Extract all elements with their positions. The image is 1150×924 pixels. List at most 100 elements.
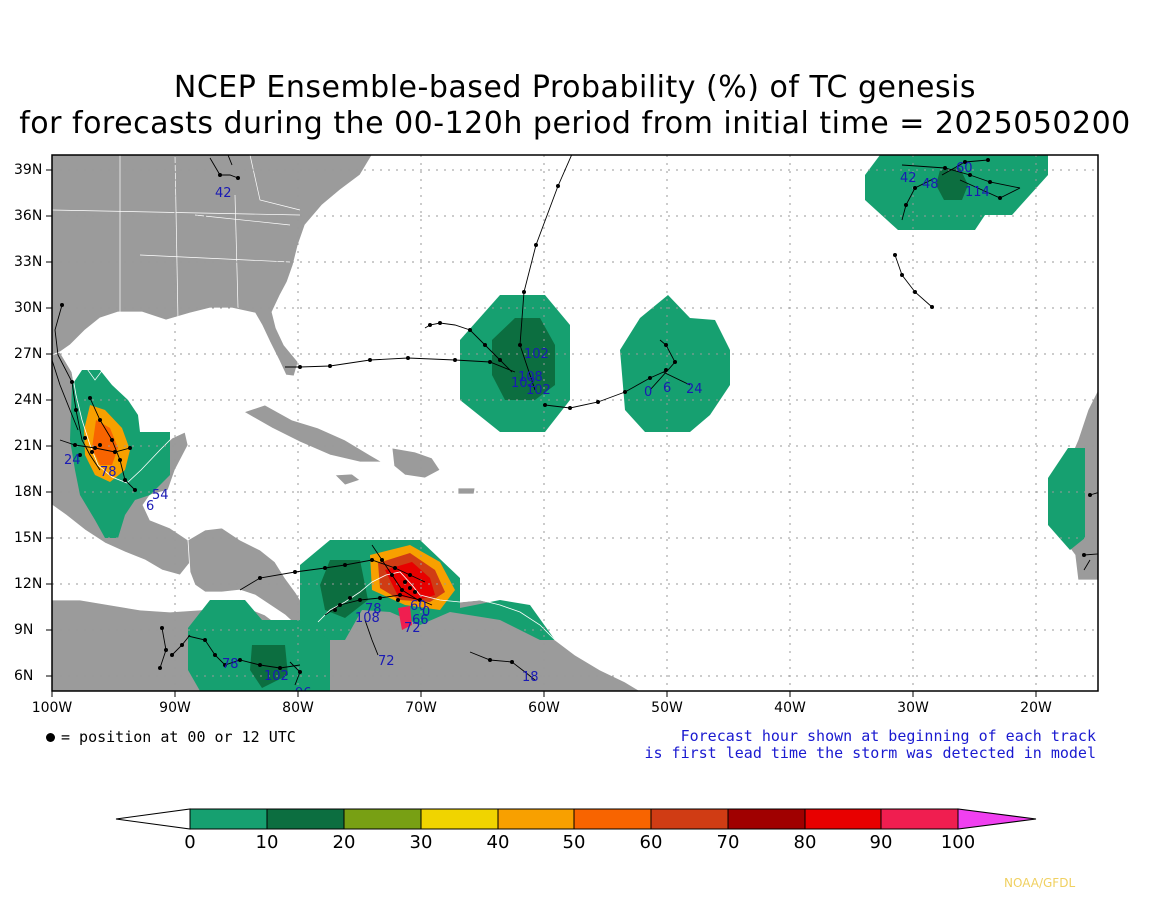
track-label: 60 bbox=[956, 161, 973, 176]
track-label: 6 bbox=[146, 499, 154, 514]
title-line-2: for forecasts during the 00-120h period … bbox=[19, 106, 1131, 141]
colorbar bbox=[115, 808, 1037, 830]
track-label: 48 bbox=[922, 177, 939, 192]
track-label: 78 bbox=[100, 465, 117, 480]
track-line bbox=[894, 254, 933, 308]
colorbar-tick-label: 80 bbox=[793, 832, 817, 853]
lat-label: 12N bbox=[14, 576, 43, 592]
colorbar-over-arrow bbox=[957, 808, 1037, 830]
grid-lines bbox=[52, 155, 1098, 691]
jamaica-island bbox=[334, 473, 361, 486]
colorbar-tick-label: 100 bbox=[940, 832, 976, 853]
colorbar-tick-label: 20 bbox=[332, 832, 356, 853]
probability-shading bbox=[70, 155, 1085, 691]
lon-label: 100W bbox=[31, 700, 73, 716]
lat-label: 15N bbox=[14, 530, 43, 546]
cuba-island bbox=[243, 404, 384, 463]
prob-area-gulf-core bbox=[92, 420, 118, 465]
track-label: 18 bbox=[522, 670, 539, 685]
hispaniola-island bbox=[391, 447, 441, 479]
track-label: 6 bbox=[663, 381, 671, 396]
track-label: 60 bbox=[410, 599, 427, 614]
colorbar-segment bbox=[650, 808, 729, 830]
track-label: 102 bbox=[526, 383, 551, 398]
lat-label: 9N bbox=[14, 622, 34, 638]
prob-area-caribbean-100 bbox=[398, 606, 412, 630]
position-legend-text: = position at 00 or 12 UTC bbox=[61, 728, 296, 746]
credit-text: NOAA/GFDL bbox=[1004, 876, 1076, 890]
track-label: 0 bbox=[644, 385, 652, 400]
lon-label: 90W bbox=[159, 700, 191, 716]
lat-label: 30N bbox=[14, 300, 43, 316]
track-label: 102 bbox=[264, 669, 289, 684]
lon-label: 40W bbox=[774, 700, 806, 716]
track-line bbox=[209, 155, 239, 179]
lat-label: 18N bbox=[14, 484, 43, 500]
colorbar-segment bbox=[573, 808, 652, 830]
colorbar-segment bbox=[343, 808, 422, 830]
position-legend: = position at 00 or 12 UTC bbox=[46, 728, 296, 746]
lat-label: 39N bbox=[14, 162, 43, 178]
lon-label: 80W bbox=[282, 700, 314, 716]
lon-label: 50W bbox=[651, 700, 683, 716]
position-dot-icon bbox=[46, 733, 55, 742]
colorbar-segment bbox=[804, 808, 882, 830]
lat-label: 6N bbox=[14, 668, 34, 684]
state-borders bbox=[52, 155, 301, 381]
track-line bbox=[285, 357, 516, 373]
colorbar-segment bbox=[727, 808, 806, 830]
track-line bbox=[54, 304, 101, 471]
lat-label: 27N bbox=[14, 346, 43, 362]
colorbar-tick-label: 0 bbox=[184, 832, 196, 853]
track-line bbox=[364, 619, 379, 656]
prob-area-atl-1-core bbox=[492, 318, 555, 400]
colorbar-tick-label: 60 bbox=[639, 832, 663, 853]
colorbar-segment bbox=[266, 808, 345, 830]
track-label: 66 bbox=[412, 613, 429, 628]
lon-label: 70W bbox=[405, 700, 437, 716]
track-line bbox=[519, 155, 573, 391]
colorbar-tick-label: 10 bbox=[255, 832, 279, 853]
prob-area-caribbean-90 bbox=[385, 562, 435, 600]
track-label: 72 bbox=[404, 621, 421, 636]
track-label: 78 bbox=[222, 657, 239, 672]
track-points bbox=[60, 158, 1092, 674]
prob-area-africa bbox=[1048, 448, 1085, 550]
map-frame bbox=[51, 154, 1099, 692]
track-line bbox=[52, 359, 79, 431]
forecast-note-line-1: Forecast hour shown at beginning of each… bbox=[680, 727, 1096, 745]
colorbar-segment bbox=[420, 808, 499, 830]
track-label: 78 bbox=[365, 602, 382, 617]
title-line-1: NCEP Ensemble-based Probability (%) of T… bbox=[173, 70, 977, 105]
track-line bbox=[649, 369, 691, 391]
track-line bbox=[89, 397, 136, 491]
track-label: 42 bbox=[900, 171, 917, 186]
lon-label: 60W bbox=[528, 700, 560, 716]
colorbar-tick-label: 40 bbox=[486, 832, 510, 853]
colorbar-under-arrow bbox=[115, 808, 191, 830]
lat-label: 21N bbox=[14, 438, 43, 454]
track-label: 24 bbox=[686, 382, 703, 397]
colorbar-tick-label: 30 bbox=[409, 832, 433, 853]
lon-label: 30W bbox=[897, 700, 929, 716]
lat-label: 36N bbox=[14, 208, 43, 224]
lat-label: 33N bbox=[14, 254, 43, 270]
colorbar-tick-label: 50 bbox=[562, 832, 586, 853]
track-label: 102 bbox=[524, 347, 549, 362]
colorbar-segment bbox=[189, 808, 268, 830]
north-america-land bbox=[52, 155, 373, 377]
colorbar-tick-label: 90 bbox=[869, 832, 893, 853]
track-label: 108 bbox=[355, 611, 380, 626]
lat-label: 24N bbox=[14, 392, 43, 408]
forecast-note-line-2: is first lead time the storm was detecte… bbox=[644, 744, 1096, 762]
track-label: 114 bbox=[965, 185, 990, 200]
colorbar-tick-label: 70 bbox=[716, 832, 740, 853]
track-label: 0 bbox=[422, 605, 430, 620]
colorbar-segment bbox=[497, 808, 575, 830]
track-label: 96 bbox=[295, 686, 312, 701]
coastline-overlay bbox=[52, 351, 556, 641]
track-label: 42 bbox=[215, 186, 232, 201]
track-label: 72 bbox=[378, 654, 395, 669]
track-line bbox=[901, 177, 936, 221]
colorbar-segment bbox=[880, 808, 959, 830]
